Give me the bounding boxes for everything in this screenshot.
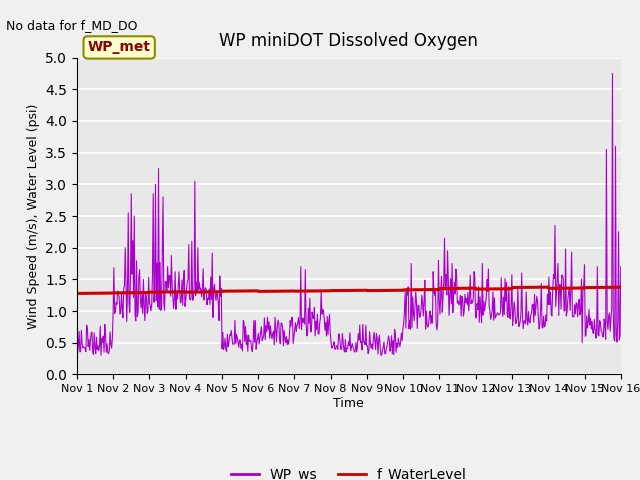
f_WaterLevel [223, 288, 230, 294]
f_WaterLevel [545, 284, 552, 290]
X-axis label: Time: Time [333, 397, 364, 410]
WP_ws [83, 322, 90, 328]
WP_ws [609, 71, 616, 76]
Text: No data for f_MD_DO: No data for f_MD_DO [6, 19, 138, 32]
WP_ws [416, 314, 424, 320]
Title: WP miniDOT Dissolved Oxygen: WP miniDOT Dissolved Oxygen [220, 33, 478, 50]
f_WaterLevel [194, 289, 202, 295]
Line: WP_ws: WP_ws [77, 73, 621, 355]
Y-axis label: Wind Speed (m/s), Water Level (psi): Wind Speed (m/s), Water Level (psi) [26, 103, 40, 329]
WP_ws [617, 264, 625, 270]
f_WaterLevel [431, 287, 438, 292]
WP_ws [73, 345, 81, 350]
f_WaterLevel [73, 290, 81, 296]
WP_ws [194, 245, 202, 251]
WP_ws [139, 311, 147, 316]
Legend: WP_ws, f_WaterLevel: WP_ws, f_WaterLevel [225, 463, 472, 480]
f_WaterLevel [139, 290, 147, 296]
WP_ws [377, 352, 385, 358]
Text: WP_met: WP_met [88, 40, 150, 54]
f_WaterLevel [617, 284, 625, 290]
f_WaterLevel [83, 290, 90, 296]
WP_ws [431, 286, 439, 291]
Line: f_WaterLevel: f_WaterLevel [77, 287, 621, 293]
WP_ws [223, 348, 230, 354]
f_WaterLevel [415, 287, 422, 293]
